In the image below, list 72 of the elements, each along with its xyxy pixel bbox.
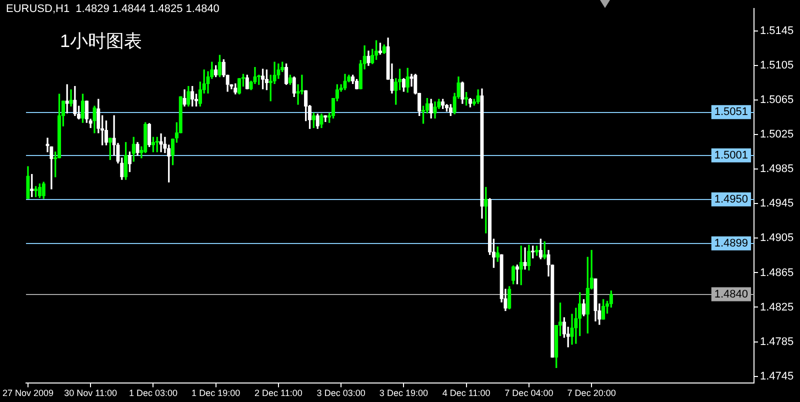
candlestick [374,40,378,60]
candlestick [523,247,527,270]
candlestick [214,65,218,78]
candlestick [468,98,472,108]
candlestick [284,64,288,85]
x-tick-label: 30 Nov 11:00 [64,388,118,398]
candlestick [69,89,73,106]
x-tick-label: 7 Dec 04:00 [504,388,554,398]
chart-title: EURUSD,H1 1.4829 1.4844 1.4825 1.4840 [6,3,220,16]
x-tick-label: 3 Dec 19:00 [379,388,428,398]
y-tick-label: 1.4945 [760,198,794,210]
candlestick [402,78,406,92]
candlestick [601,299,606,320]
y-tick-label: 1.5065 [760,94,794,106]
candlestick [429,98,433,119]
y-tick-label: 1.4785 [760,336,794,348]
x-tick-label: 3 Dec 03:00 [316,388,366,398]
x-tick-label: 27 Nov 2009 [2,388,54,398]
candlestick [147,123,152,148]
text: 1小时图表 [60,30,142,51]
x-tick-label: 4 Dec 11:00 [442,388,490,398]
ref-line-label: 1.4899 [714,237,748,250]
y-tick-label: 1.4905 [760,232,794,244]
candlestick [594,278,598,322]
candlestick [136,142,140,156]
candlestick [65,84,69,114]
candlestick [460,82,464,104]
ref-line-label: 1.5051 [714,106,748,118]
candlestick [108,138,112,160]
candlestick [73,86,77,116]
candlestick [324,115,328,122]
candlestick [508,286,512,310]
candlestick [218,54,222,78]
candlestick [84,100,88,123]
candlestick [366,50,370,66]
candlestick [26,166,30,199]
candlestick [496,246,500,262]
candlestick [527,244,531,270]
candlestick [80,94,85,123]
ref-line-label: 1.5001 [714,149,748,162]
candlestick [343,74,347,90]
y-tick-label: 1.4745 [760,370,794,382]
candlestick [124,142,128,180]
candlestick [582,299,586,316]
candlestick [237,78,242,94]
candlestick [312,112,316,128]
candlestick [480,88,484,219]
x-tick-label: 1 Dec 03:00 [128,388,178,398]
candlestick [382,44,386,54]
candlestick [511,265,516,284]
y-tick-label: 1.4825 [760,301,794,314]
y-tick-label: 1.5105 [760,60,794,72]
candlestick [92,106,96,134]
candlestick [476,89,480,104]
candlestick [186,86,190,106]
y-tick-label: 1.4985 [760,163,794,176]
candlestick [316,114,320,129]
candlestick [448,104,452,116]
y-tick-label: 1.5145 [760,25,794,38]
y-tick-label: 1.4865 [760,266,794,279]
x-tick-label: 1 Dec 19:00 [192,388,240,398]
ref-line-label: 1.4950 [714,193,748,206]
candlestick [151,136,156,152]
candlestick [531,246,535,258]
candlestick [128,152,132,172]
x-tick-label: 2 Dec 11:00 [254,388,302,398]
y-tick-label: 1.5025 [760,128,794,141]
ref-line-label: 1.4840 [714,288,748,300]
x-tick-label: 7 Dec 20:00 [567,388,616,398]
candlestick [234,83,238,94]
candlestick [159,133,163,152]
candlestick [320,114,324,128]
